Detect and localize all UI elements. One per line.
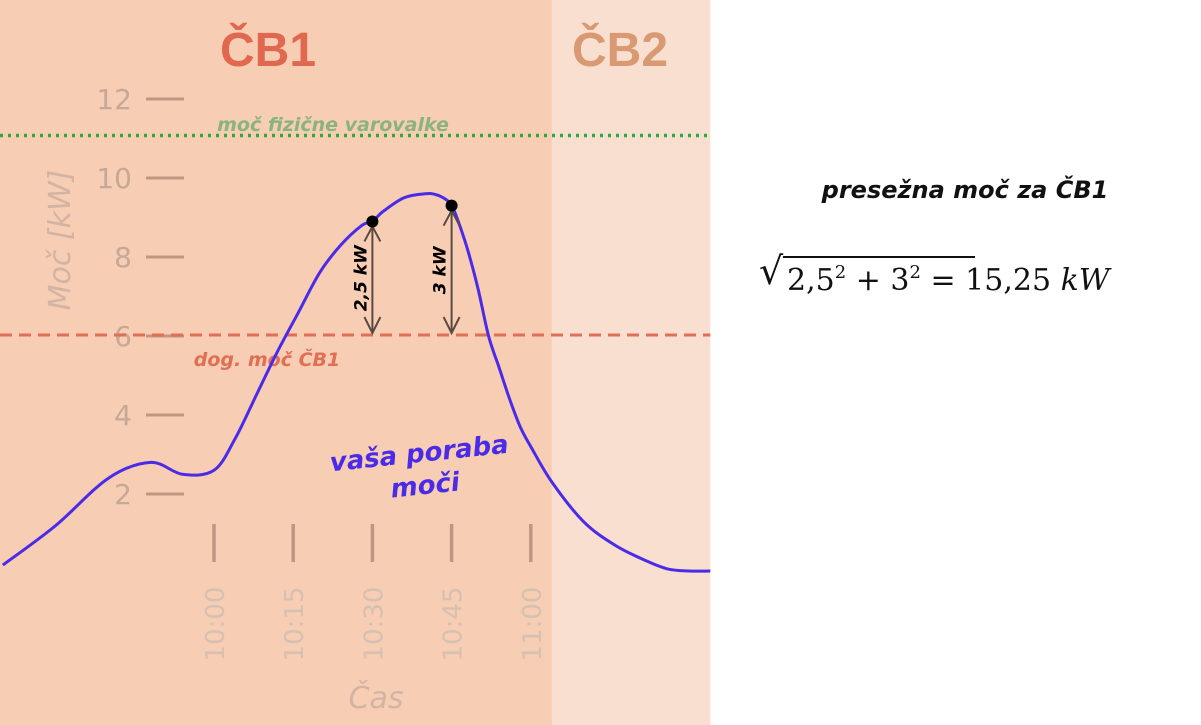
region-cb2: [551, 0, 711, 725]
excess-marker: 3 kW: [431, 199, 461, 336]
y-tick-label: 12: [96, 83, 132, 116]
sqrt-symbol: √: [759, 249, 784, 293]
formula-b: 3: [890, 263, 910, 298]
y-axis-label: Moč [kW]: [43, 170, 78, 311]
formula-a: 2,5: [787, 263, 835, 298]
excess-point: [366, 215, 379, 228]
x-axis-label: Čas: [349, 679, 404, 716]
x-tick-label: 10:15: [280, 587, 310, 662]
formula-b-exp: 2: [909, 262, 921, 283]
formula-title: presežna moč za ČB1: [821, 176, 1109, 204]
formula-result: 15,25: [965, 263, 1052, 298]
region-cb2-label: ČB2: [572, 22, 668, 77]
formula: √ 2,52 + 32 = 15,25 kW: [755, 248, 1175, 308]
contracted-power-label: dog. moč ČB1: [194, 347, 340, 371]
series-label: moči: [389, 467, 462, 504]
x-axis-ticks: 10:00 10:15 10:30 10:45 11:00: [201, 524, 548, 661]
region-cb1: [0, 0, 552, 725]
excess-markers: 2,5 kW 3 kW: [351, 199, 461, 336]
x-tick-label: 11:00: [518, 587, 548, 662]
formula-plus: +: [846, 263, 891, 298]
y-tick-label: 4: [114, 399, 132, 432]
x-tick-label: 10:00: [201, 587, 231, 662]
excess-point: [445, 199, 458, 212]
excess-label: 3 kW: [431, 245, 451, 294]
y-tick-label: 2: [114, 478, 132, 511]
arrow-head-down: [363, 316, 382, 336]
excess-marker: 2,5 kW: [351, 215, 382, 336]
excess-label: 2,5 kW: [351, 244, 371, 311]
x-tick-label: 10:45: [439, 587, 469, 662]
formula-expression: 2,52 + 32 = 15,25 kW: [787, 262, 1110, 298]
formula-equals: =: [920, 263, 966, 298]
consumption-series-line: [1, 192, 711, 573]
region-cb1-label: ČB1: [220, 22, 316, 77]
y-axis-ticks: 24681012: [96, 83, 184, 511]
formula-a-exp: 2: [834, 262, 847, 283]
x-tick-label: 10:30: [359, 587, 389, 662]
y-tick-label: 10: [96, 162, 132, 195]
fuse-power-label: moč fizične varovalke: [217, 114, 449, 136]
arrow-head-down: [442, 316, 461, 336]
y-tick-label: 8: [114, 241, 132, 274]
formula-unit: kW: [1060, 263, 1110, 298]
sqrt-bar: [783, 256, 975, 258]
